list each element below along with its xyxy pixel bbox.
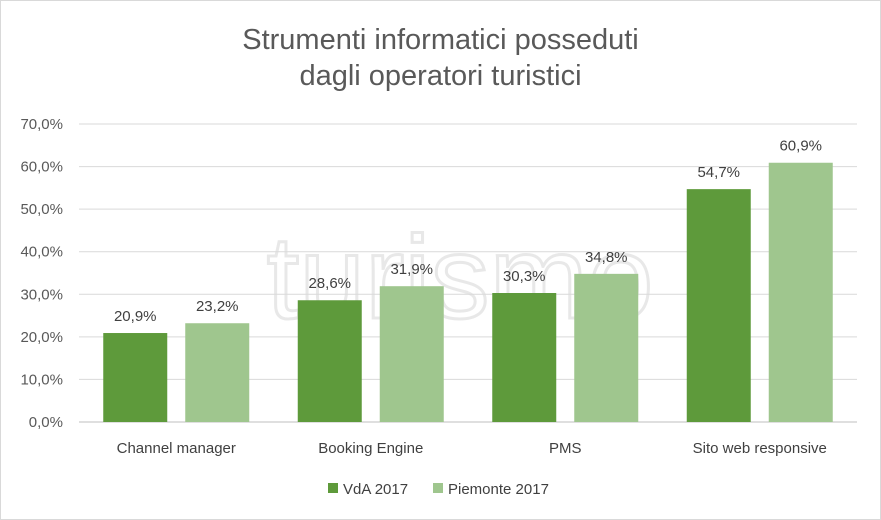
bar <box>574 273 639 422</box>
chart-title: Strumenti informatici posseduti dagli op… <box>0 22 881 94</box>
y-tick-label: 70,0% <box>20 116 63 133</box>
bar <box>297 300 362 422</box>
data-label: 28,6% <box>308 275 351 292</box>
y-tick-label: 50,0% <box>20 201 63 218</box>
bar <box>768 162 833 423</box>
bar <box>103 333 168 422</box>
data-labels: 20,9% 23,2% 28,6% 31,9% 30,3% 34,8% 54,7% 60,9% <box>114 138 822 325</box>
data-label: 54,7% <box>697 164 740 181</box>
y-tick-label: 60,0% <box>20 159 63 176</box>
bar <box>492 293 557 422</box>
x-tick-label: Booking Engine <box>318 440 423 457</box>
data-label: 20,9% <box>114 308 157 325</box>
legend: VdA 2017 Piemonte 2017 <box>328 481 549 498</box>
legend-label: Piemonte 2017 <box>448 481 549 498</box>
y-axis: 0,0% 10,0% 20,0% 30,0% 40,0% 50,0% 60,0% 70,0% <box>20 116 63 431</box>
data-label: 34,8% <box>585 249 628 266</box>
data-label: 31,9% <box>390 261 433 278</box>
data-label: 60,9% <box>779 138 822 155</box>
legend-label: VdA 2017 <box>343 481 408 498</box>
y-tick-label: 30,0% <box>20 286 63 303</box>
x-tick-label: Sito web responsive <box>693 440 827 457</box>
y-tick-label: 10,0% <box>20 371 63 388</box>
y-tick-label: 0,0% <box>29 414 63 431</box>
bar <box>185 323 250 422</box>
x-axis: Channel manager Booking Engine PMS Sito web… <box>117 440 827 457</box>
data-label: 23,2% <box>196 298 239 315</box>
y-tick-label: 20,0% <box>20 329 63 346</box>
bars <box>103 162 833 423</box>
bar <box>379 286 444 422</box>
chart-title-line2: dagli operatori turistici <box>299 60 582 92</box>
data-label: 30,3% <box>503 268 546 285</box>
x-tick-label: PMS <box>549 440 582 457</box>
x-tick-label: Channel manager <box>117 440 236 457</box>
bar <box>686 189 751 422</box>
chart-title-line1: Strumenti informatici posseduti <box>242 24 639 56</box>
legend-swatch <box>328 483 338 493</box>
legend-swatch <box>433 483 443 493</box>
y-tick-label: 40,0% <box>20 244 63 261</box>
